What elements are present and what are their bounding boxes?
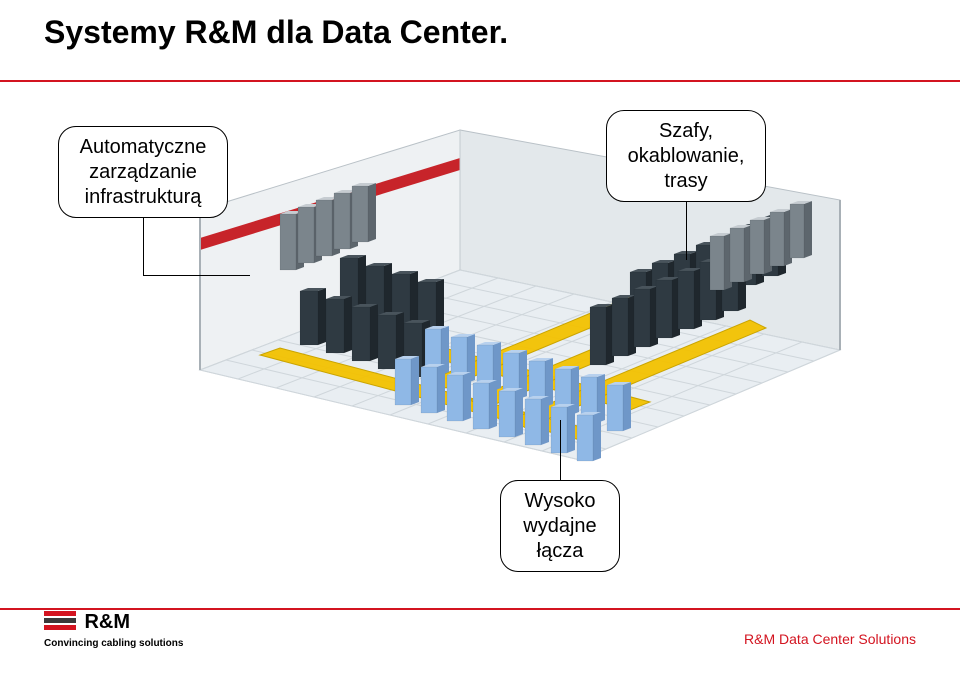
logo-bars-icon <box>44 611 76 630</box>
callout-line-text: zarządzanie <box>89 160 197 185</box>
brand-logo-text: R&M <box>84 611 130 634</box>
footer-right-text: R&M Data Center Solutions <box>744 631 916 647</box>
callout-bottom: Wysokowydajnełącza <box>500 480 620 572</box>
callout-line-text: wydajne <box>523 514 596 539</box>
callout-line <box>143 218 144 275</box>
separator-bottom <box>0 608 960 610</box>
slide: Systemy R&M dla Data Center. Automatyczn… <box>0 0 960 673</box>
callout-left: Automatycznezarządzanieinfrastrukturą <box>58 126 228 218</box>
callout-line-text: Automatyczne <box>80 135 207 160</box>
callout-line-text: Szafy, <box>659 119 713 144</box>
brand-tagline: Convincing cabling solutions <box>44 638 183 649</box>
separator-top <box>0 80 960 82</box>
brand-logo <box>44 611 76 630</box>
callout-right: Szafy,okablowanie,trasy <box>606 110 766 202</box>
callout-line-text: łącza <box>537 539 584 564</box>
callout-line-text: infrastrukturą <box>85 185 202 210</box>
callout-line-text: Wysoko <box>525 489 596 514</box>
callout-line <box>143 275 250 276</box>
callout-line <box>686 202 687 260</box>
footer: R&M Convincing cabling solutions R&M Dat… <box>44 611 916 647</box>
page-title: Systemy R&M dla Data Center. <box>44 14 508 51</box>
callout-line-text: okablowanie, <box>628 144 745 169</box>
callout-line-text: trasy <box>664 169 707 194</box>
callout-line <box>560 420 561 480</box>
